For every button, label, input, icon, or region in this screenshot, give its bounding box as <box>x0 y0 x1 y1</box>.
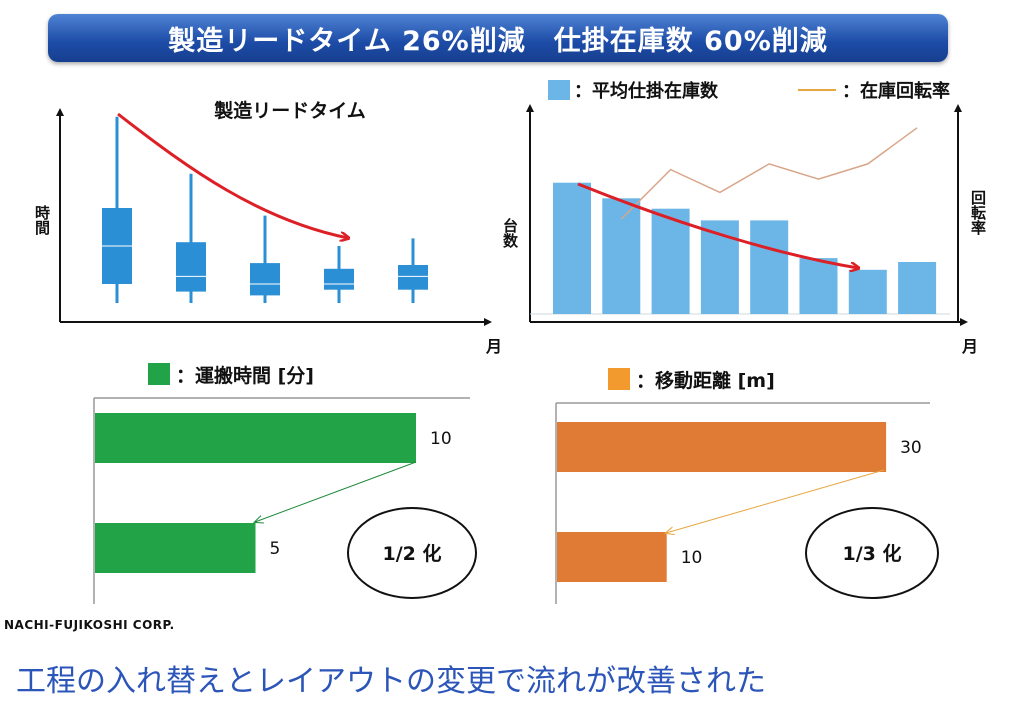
y2-axis-label-text: 回転率 <box>969 190 987 236</box>
inventory-bar <box>553 182 591 314</box>
company-name: NACHI-FUJIKOSHI CORP. <box>4 618 175 632</box>
reduction-badge-text: 1/2 化 <box>383 542 442 565</box>
lead-time-chart: 製造リードタイム 時間 月 <box>33 99 502 356</box>
bar <box>95 523 256 573</box>
trend-arrow <box>577 182 858 268</box>
inventory-chart: ：平均仕掛在庫数 ：在庫回転率 台数 回転率 月 <box>501 80 987 356</box>
caption: 工程の入れ替えとレイアウトの変更で流れが改善された <box>16 664 766 699</box>
inventory-bar <box>651 208 690 314</box>
y2-axis-label: 回転率 <box>969 190 987 236</box>
y-axis-label-text: 時間 <box>33 204 51 236</box>
legend-label: ：運搬時間 [分] <box>176 364 314 387</box>
box <box>250 263 280 296</box>
reduction-badge <box>347 507 477 599</box>
box <box>324 268 354 290</box>
chart-title: 製造リードタイム <box>213 99 366 122</box>
inventory-bar <box>799 258 838 314</box>
legend-label: ：移動距離 [m] <box>636 369 775 392</box>
legend-square <box>548 80 570 100</box>
x-axis-label: 月 <box>961 337 978 356</box>
y-axis-label: 台数 <box>501 217 519 249</box>
bar <box>557 422 887 472</box>
trend-arrow <box>117 112 348 238</box>
x-axis-label: 月 <box>485 337 502 356</box>
inventory-bar <box>898 262 937 314</box>
box <box>176 242 206 292</box>
reduction-arrow <box>666 469 885 533</box>
legend-label-turnover: ：在庫回転率 <box>842 80 950 102</box>
bar-value-label: 5 <box>270 539 281 559</box>
bar <box>95 413 416 463</box>
bar-value-label: 10 <box>681 548 703 568</box>
box <box>398 265 428 290</box>
legend-square <box>148 363 170 385</box>
banner-title: 製造リードタイム 26%削減 仕掛在庫数 60%削減 <box>168 25 828 57</box>
y-axis-label-text: 台数 <box>501 217 519 249</box>
inventory-bar <box>700 220 739 314</box>
inventory-bar <box>848 269 887 314</box>
title-banner: 製造リードタイム 26%削減 仕掛在庫数 60%削減 <box>48 14 948 62</box>
inventory-bar <box>750 220 789 314</box>
legend-square <box>608 368 630 390</box>
turnover-line <box>620 127 918 220</box>
reduction-arrow <box>255 461 417 522</box>
transport-time-chart: ：運搬時間 [分] 10 5 1/2 化 <box>93 363 477 604</box>
inventory-bar <box>602 198 641 314</box>
travel-distance-chart: ：移動距離 [m] 30 10 1/3 化 <box>555 368 939 604</box>
y-axis-label: 時間 <box>33 204 51 236</box>
bar-value-label: 10 <box>430 429 452 449</box>
reduction-badge-text: 1/3 化 <box>843 542 902 565</box>
reduction-badge <box>805 507 939 599</box>
bar-value-label: 30 <box>900 438 922 458</box>
bar <box>557 532 667 582</box>
legend-label-inventory: ：平均仕掛在庫数 <box>574 80 719 102</box>
